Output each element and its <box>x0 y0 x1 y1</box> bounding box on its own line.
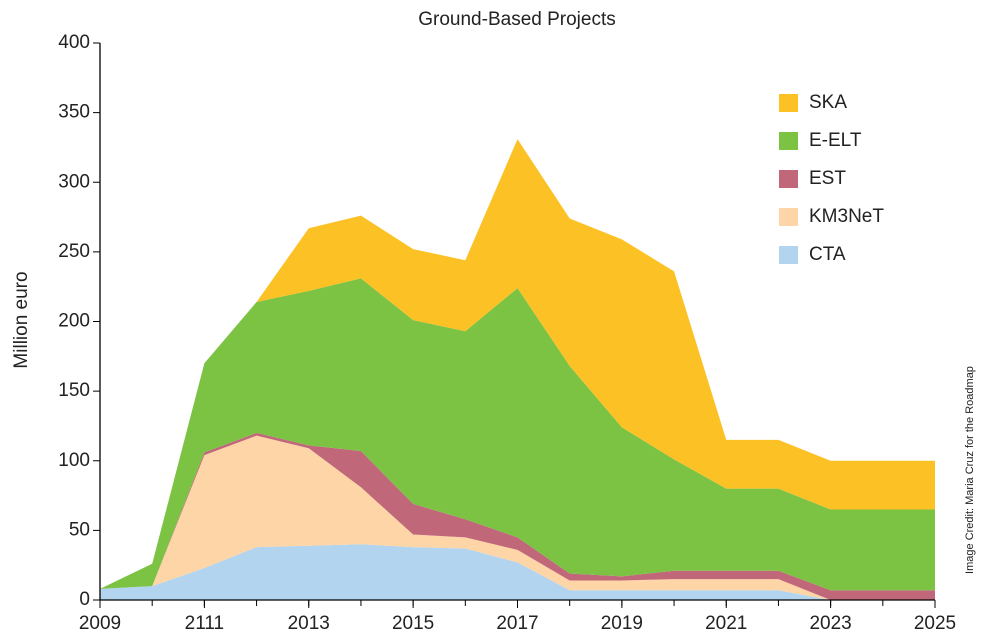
y-tick-label: 50 <box>69 519 90 540</box>
y-tick-label: 0 <box>79 589 90 610</box>
y-tick-label: 250 <box>58 241 90 262</box>
y-tick-label: 100 <box>58 450 90 471</box>
x-tick-label: 2019 <box>601 613 643 634</box>
legend-swatch <box>779 170 798 188</box>
x-tick-label: 2015 <box>392 613 434 634</box>
legend-swatch <box>779 94 798 112</box>
area <box>100 139 935 589</box>
y-axis-label: Million euro <box>11 271 32 368</box>
y-tick-label: 350 <box>58 102 90 123</box>
legend-swatch <box>779 208 798 226</box>
x-tick-label: 2023 <box>809 613 851 634</box>
y-tick-label: 200 <box>58 311 90 332</box>
legend-label: E-ELT <box>809 130 862 151</box>
x-tick-label: 2025 <box>914 613 956 634</box>
x-tick-label: 2021 <box>705 613 747 634</box>
legend-swatch <box>779 132 798 150</box>
x-tick-label: 2017 <box>496 613 538 634</box>
area <box>100 278 935 591</box>
legend-swatch <box>779 246 798 264</box>
x-tick-label: 2009 <box>79 613 121 634</box>
y-tick-label: 300 <box>58 171 90 192</box>
legend-label: EST <box>809 168 846 189</box>
area <box>100 544 935 600</box>
chart-title: Ground-Based Projects <box>418 9 616 30</box>
area <box>100 435 935 600</box>
x-tick-label: 2013 <box>288 613 330 634</box>
legend-label: KM3NeT <box>809 206 884 227</box>
x-tick-label: 2111 <box>185 613 224 634</box>
credit: Image Credit: Maria Cruz for the Roadmap <box>964 366 976 574</box>
legend-label: CTA <box>809 244 846 265</box>
y-tick-label: 150 <box>58 380 90 401</box>
y-tick-label: 400 <box>58 32 90 53</box>
legend-label: SKA <box>809 92 847 113</box>
